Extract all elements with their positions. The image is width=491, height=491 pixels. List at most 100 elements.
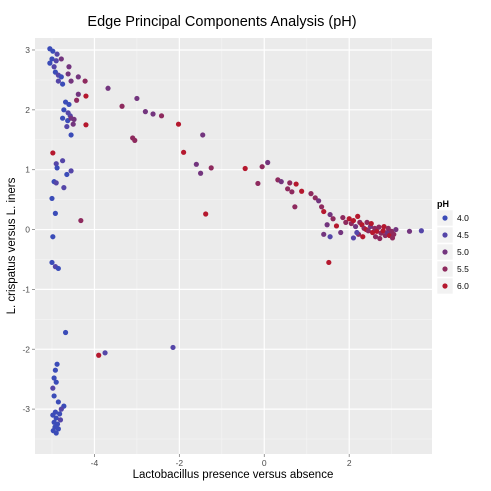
y-tick-label: 0 bbox=[25, 225, 30, 235]
data-point bbox=[61, 107, 67, 113]
data-point bbox=[381, 223, 387, 230]
data-point bbox=[333, 223, 340, 229]
data-point bbox=[319, 204, 325, 210]
data-point bbox=[83, 122, 89, 128]
data-point bbox=[64, 171, 70, 178]
data-point bbox=[308, 191, 314, 197]
y-axis-title: L. crispatus versus L. iners bbox=[6, 177, 18, 314]
data-point bbox=[350, 217, 357, 224]
data-point bbox=[49, 56, 55, 62]
data-point bbox=[53, 379, 59, 385]
data-point bbox=[372, 234, 379, 240]
data-point bbox=[71, 116, 77, 123]
y-tick-label: 3 bbox=[25, 45, 30, 55]
data-point bbox=[340, 214, 346, 221]
data-point bbox=[197, 170, 204, 176]
data-point bbox=[53, 58, 59, 64]
data-point bbox=[293, 181, 299, 187]
data-point bbox=[58, 74, 64, 80]
data-point bbox=[285, 186, 291, 192]
data-point bbox=[292, 204, 298, 210]
data-point bbox=[53, 430, 59, 436]
data-point bbox=[82, 78, 88, 84]
data-point bbox=[68, 78, 74, 84]
data-point bbox=[55, 265, 61, 272]
legend-title: pH bbox=[437, 199, 449, 209]
data-point bbox=[75, 91, 81, 97]
data-point bbox=[355, 213, 361, 219]
data-point bbox=[132, 137, 138, 143]
data-point bbox=[105, 85, 111, 91]
data-point bbox=[75, 74, 81, 80]
data-point bbox=[50, 412, 56, 418]
data-point bbox=[354, 229, 360, 236]
data-point bbox=[53, 415, 59, 421]
data-point bbox=[142, 109, 148, 115]
data-point bbox=[65, 71, 71, 77]
data-point bbox=[324, 222, 330, 228]
data-point bbox=[50, 150, 56, 156]
data-point bbox=[175, 121, 182, 127]
data-point bbox=[327, 234, 333, 240]
y-tick-label: -2 bbox=[22, 344, 30, 354]
data-point bbox=[53, 180, 59, 186]
data-point bbox=[59, 81, 66, 87]
data-point bbox=[68, 132, 74, 138]
legend-label: 6.0 bbox=[457, 281, 469, 291]
data-point bbox=[242, 165, 248, 172]
data-point bbox=[51, 64, 57, 70]
data-point bbox=[368, 220, 374, 227]
data-point bbox=[58, 56, 64, 62]
data-point bbox=[55, 78, 61, 84]
data-point bbox=[50, 234, 56, 240]
legend-swatch bbox=[442, 249, 448, 255]
data-point bbox=[418, 228, 424, 234]
y-axis-ticks: -3 -2 -1 0 1 2 3 bbox=[22, 45, 35, 414]
data-point bbox=[64, 123, 70, 130]
data-point bbox=[83, 93, 89, 99]
x-tick-label: 2 bbox=[347, 458, 352, 468]
data-point bbox=[377, 235, 383, 242]
data-point bbox=[50, 385, 56, 391]
data-point bbox=[346, 216, 352, 222]
data-point bbox=[406, 228, 413, 234]
data-point bbox=[68, 168, 74, 174]
plot-panel bbox=[35, 38, 432, 454]
data-point bbox=[54, 51, 60, 57]
chart-title: Edge Principal Components Analysis (pH) bbox=[87, 14, 356, 30]
data-point bbox=[289, 189, 295, 195]
data-point bbox=[54, 361, 60, 367]
data-point bbox=[374, 228, 380, 234]
data-point bbox=[312, 195, 318, 201]
data-point bbox=[380, 228, 386, 234]
data-point bbox=[327, 211, 333, 218]
data-point bbox=[54, 165, 60, 171]
data-point bbox=[158, 113, 165, 119]
data-point bbox=[66, 64, 72, 70]
data-point bbox=[369, 229, 376, 236]
data-point bbox=[193, 161, 199, 167]
data-point bbox=[360, 234, 366, 240]
data-point bbox=[52, 210, 58, 216]
data-point bbox=[389, 235, 396, 241]
data-point bbox=[119, 103, 125, 109]
data-point bbox=[59, 115, 66, 121]
legend-label: 4.0 bbox=[457, 213, 469, 223]
legend-items: 4.0 4.5 5.0 5.5 6.0 bbox=[436, 209, 469, 295]
legend: pH 4.0 4.5 5.0 5.5 6.0 bbox=[436, 199, 469, 295]
y-tick-label: 2 bbox=[25, 105, 30, 115]
data-point bbox=[316, 198, 322, 204]
data-point bbox=[255, 180, 261, 187]
data-point bbox=[70, 121, 76, 127]
data-point bbox=[299, 188, 305, 194]
x-tick-label: 0 bbox=[262, 458, 267, 468]
data-point bbox=[365, 228, 371, 234]
data-point bbox=[49, 259, 55, 266]
data-point bbox=[393, 226, 399, 233]
legend-label: 5.0 bbox=[457, 247, 469, 257]
data-point bbox=[55, 426, 61, 432]
data-point bbox=[58, 406, 64, 412]
data-point bbox=[287, 180, 293, 186]
data-point bbox=[134, 95, 140, 102]
data-point bbox=[47, 60, 53, 66]
